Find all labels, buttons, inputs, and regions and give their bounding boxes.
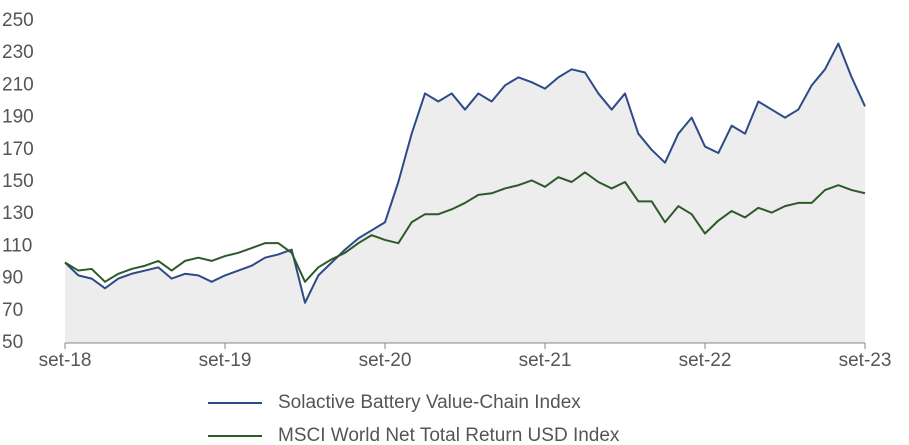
- y-tick-label: 50: [2, 332, 23, 353]
- x-tick-label: set-23: [839, 350, 892, 371]
- y-tick-label: 230: [2, 42, 34, 63]
- x-tick-label: set-20: [359, 350, 412, 371]
- y-tick-label: 210: [2, 74, 34, 95]
- x-tick-label: set-22: [679, 350, 732, 371]
- y-tick-label: 110: [2, 235, 32, 256]
- y-tick-label: 150: [2, 171, 34, 192]
- y-tick-label: 130: [2, 203, 34, 224]
- x-tick-label: set-19: [199, 350, 252, 371]
- y-tick-label: 90: [2, 268, 23, 289]
- y-tick-label: 70: [2, 300, 23, 321]
- y-tick-label: 170: [2, 139, 34, 160]
- x-tick-label: set-21: [519, 350, 572, 371]
- legend-label: Solactive Battery Value-Chain Index: [278, 392, 581, 413]
- area: [65, 43, 865, 343]
- y-tick-label: 250: [2, 10, 34, 31]
- line: [64, 42, 866, 304]
- legend-label: MSCI World Net Total Return USD Index: [278, 425, 620, 445]
- line: [64, 171, 866, 283]
- y-tick-label: 190: [2, 107, 34, 128]
- x-tick-label: set-18: [39, 350, 92, 371]
